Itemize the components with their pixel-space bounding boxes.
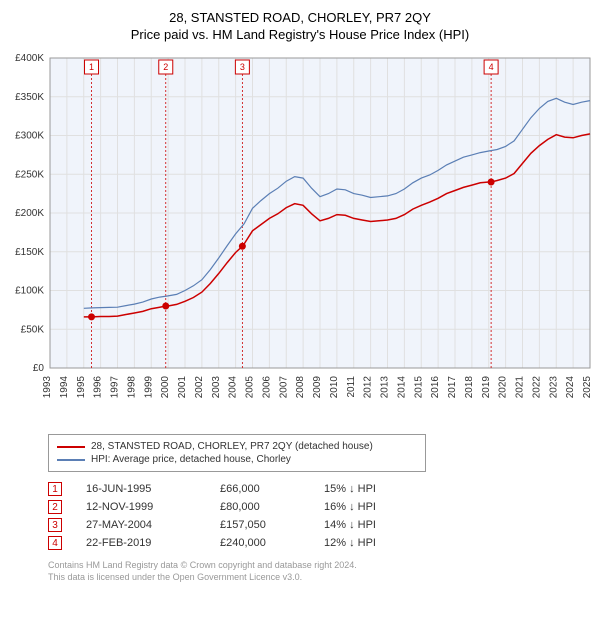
sale-row: 4 22-FEB-2019 £240,000 12% ↓ HPI [48, 536, 580, 550]
svg-text:£300K: £300K [15, 131, 44, 142]
sale-date: 12-NOV-1999 [86, 501, 196, 513]
legend-item: HPI: Average price, detached house, Chor… [57, 454, 417, 465]
svg-text:2006: 2006 [261, 376, 272, 399]
legend-label: 28, STANSTED ROAD, CHORLEY, PR7 2QY (det… [91, 441, 373, 452]
svg-text:2020: 2020 [498, 376, 509, 399]
svg-text:£350K: £350K [15, 92, 44, 103]
svg-text:1994: 1994 [59, 376, 70, 399]
svg-text:4: 4 [489, 62, 494, 72]
svg-text:2003: 2003 [211, 376, 222, 399]
svg-text:1999: 1999 [143, 376, 154, 399]
sale-hpi-diff: 12% ↓ HPI [324, 537, 414, 549]
footer-line-1: Contains HM Land Registry data © Crown c… [48, 560, 580, 572]
svg-text:2022: 2022 [531, 376, 542, 399]
svg-text:1997: 1997 [110, 376, 121, 399]
sale-price: £157,050 [220, 519, 300, 531]
sale-marker-number: 2 [48, 500, 62, 514]
svg-text:2018: 2018 [464, 376, 475, 399]
svg-text:2021: 2021 [515, 376, 526, 399]
svg-text:£150K: £150K [15, 247, 44, 258]
svg-text:2: 2 [163, 62, 168, 72]
svg-text:2015: 2015 [413, 376, 424, 399]
svg-text:2013: 2013 [380, 376, 391, 399]
legend-swatch [57, 459, 85, 461]
svg-text:2000: 2000 [160, 376, 171, 399]
address-title: 28, STANSTED ROAD, CHORLEY, PR7 2QY [0, 10, 600, 25]
footer-attribution: Contains HM Land Registry data © Crown c… [48, 560, 580, 583]
sale-row: 3 27-MAY-2004 £157,050 14% ↓ HPI [48, 518, 580, 532]
svg-text:2023: 2023 [548, 376, 559, 399]
svg-text:£250K: £250K [15, 169, 44, 180]
svg-text:2017: 2017 [447, 376, 458, 399]
sale-date: 22-FEB-2019 [86, 537, 196, 549]
svg-text:1998: 1998 [126, 376, 137, 399]
sale-date: 27-MAY-2004 [86, 519, 196, 531]
legend-label: HPI: Average price, detached house, Chor… [91, 454, 291, 465]
sale-marker-number: 4 [48, 536, 62, 550]
chart-header: 28, STANSTED ROAD, CHORLEY, PR7 2QY Pric… [0, 0, 600, 48]
svg-text:£400K: £400K [15, 53, 44, 64]
sale-marker-number: 1 [48, 482, 62, 496]
sale-price: £240,000 [220, 537, 300, 549]
svg-text:2011: 2011 [346, 376, 357, 398]
svg-text:2025: 2025 [582, 376, 593, 399]
svg-text:£0: £0 [33, 363, 45, 374]
svg-text:3: 3 [240, 62, 245, 72]
price-chart: £0 £50K £100K £150K £200K £250K £300K £350K £400… [0, 48, 600, 428]
svg-text:2014: 2014 [396, 376, 407, 399]
sale-price: £66,000 [220, 483, 300, 495]
sale-hpi-diff: 16% ↓ HPI [324, 501, 414, 513]
svg-text:2009: 2009 [312, 376, 323, 399]
sale-row: 2 12-NOV-1999 £80,000 16% ↓ HPI [48, 500, 580, 514]
svg-text:£50K: £50K [21, 324, 45, 335]
sale-hpi-diff: 14% ↓ HPI [324, 519, 414, 531]
svg-text:£200K: £200K [15, 208, 44, 219]
sale-row: 1 16-JUN-1995 £66,000 15% ↓ HPI [48, 482, 580, 496]
sale-price: £80,000 [220, 501, 300, 513]
svg-text:2024: 2024 [565, 376, 576, 399]
svg-text:2019: 2019 [481, 376, 492, 399]
sales-table: 1 16-JUN-1995 £66,000 15% ↓ HPI 2 12-NOV-1999… [48, 482, 580, 550]
svg-text:2001: 2001 [177, 376, 188, 399]
chart-subtitle: Price paid vs. HM Land Registry's House … [0, 27, 600, 42]
svg-text:2002: 2002 [194, 376, 205, 399]
svg-text:2012: 2012 [363, 376, 374, 399]
chart-legend: 28, STANSTED ROAD, CHORLEY, PR7 2QY (det… [48, 434, 426, 472]
legend-item: 28, STANSTED ROAD, CHORLEY, PR7 2QY (det… [57, 441, 417, 452]
sale-hpi-diff: 15% ↓ HPI [324, 483, 414, 495]
svg-text:1: 1 [89, 62, 94, 72]
svg-text:£100K: £100K [15, 286, 44, 297]
svg-text:1995: 1995 [76, 376, 87, 399]
sale-date: 16-JUN-1995 [86, 483, 196, 495]
svg-text:1996: 1996 [93, 376, 104, 399]
svg-text:2016: 2016 [430, 376, 441, 399]
svg-text:1993: 1993 [42, 376, 53, 399]
svg-text:2007: 2007 [278, 376, 289, 399]
svg-text:2010: 2010 [329, 376, 340, 399]
svg-text:2008: 2008 [295, 376, 306, 399]
svg-text:2004: 2004 [228, 376, 239, 399]
svg-text:2005: 2005 [245, 376, 256, 399]
sale-marker-number: 3 [48, 518, 62, 532]
legend-swatch [57, 446, 85, 448]
footer-line-2: This data is licensed under the Open Gov… [48, 572, 580, 584]
